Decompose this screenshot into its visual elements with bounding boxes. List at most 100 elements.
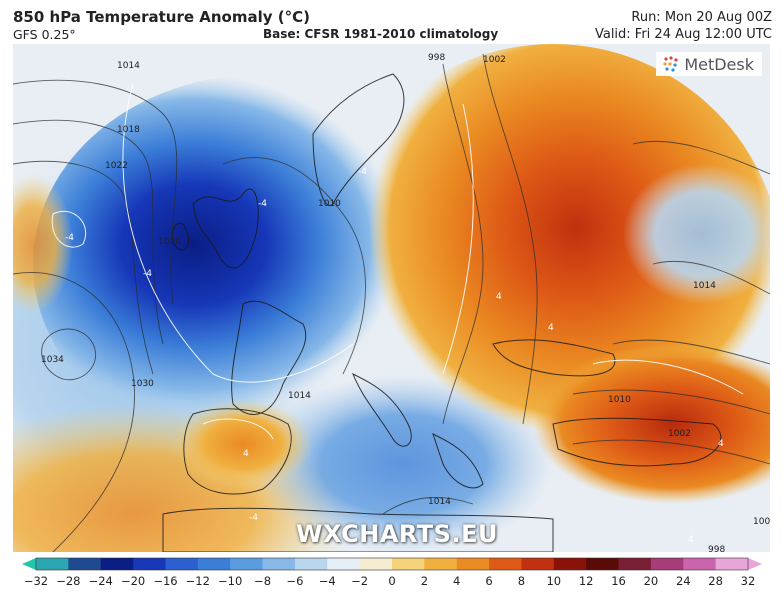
anomaly-label: -4	[143, 269, 152, 279]
colorbar-segment	[230, 558, 264, 570]
isobar-line	[482, 53, 538, 425]
colorbar-tick-label: 12	[578, 574, 594, 588]
colorbar-tick-label: −24	[88, 574, 113, 588]
west-edge-warm	[13, 174, 73, 314]
russia-cool-pocket	[623, 164, 770, 304]
anomaly-contours	[51, 83, 744, 440]
colorbar-segment	[262, 558, 296, 570]
isobar-label: 1018	[117, 125, 140, 135]
colorbar-arrow-low	[22, 558, 36, 570]
anomaly-label: 4	[243, 449, 249, 459]
isobar-label: 1030	[131, 379, 154, 389]
anomaly-labels: -4 -4 -4 -4 4 4 4 4 4 -4	[65, 167, 724, 545]
isobar-label: 1022	[105, 161, 128, 171]
metdesk-logo-text: MetDesk	[684, 54, 754, 74]
colorbar-tick-label: −20	[120, 574, 146, 588]
isobar-line	[382, 496, 474, 515]
anatolia-coast	[552, 417, 722, 467]
isobar-label: 1002	[668, 429, 691, 439]
colorbar-tick-label: 16	[611, 574, 626, 588]
colorbar-arrow-high	[748, 558, 762, 570]
map-canvas: 1014 1018 1022 1026 1030 1034 1010 1014 …	[13, 44, 770, 552]
colorbar-segment	[100, 558, 134, 570]
metdesk-logo-icon	[663, 56, 678, 72]
anomaly-map: 1014 1018 1022 1026 1030 1034 1010 1014 …	[13, 44, 770, 552]
colorbar-segment	[294, 558, 328, 570]
isobar-line	[13, 272, 135, 552]
italy-coast	[352, 372, 412, 447]
anomaly-contour	[202, 418, 274, 440]
colorbar-tick-label: −4	[318, 574, 336, 588]
colorbar-segment	[133, 558, 166, 570]
isobar-label: 1010	[318, 199, 341, 209]
isobar-label: 1014	[428, 497, 451, 507]
colorbar-strip	[22, 557, 762, 571]
isobar-label: 1002	[483, 55, 506, 65]
colorbar-tick-label: 6	[485, 574, 493, 588]
north-africa-coast	[162, 507, 554, 552]
isobar-line	[13, 160, 154, 375]
isobar-label: 1014	[117, 61, 140, 71]
isobar-line	[612, 339, 770, 365]
colorbar-outline	[35, 557, 749, 571]
colorbar-segment	[586, 558, 620, 570]
isobar-high-center	[41, 328, 97, 381]
anomaly-label: 4	[688, 535, 694, 545]
colorbar-segment	[36, 558, 69, 570]
turkey-warm-anomaly	[533, 344, 770, 504]
anomaly-contour	[51, 210, 87, 248]
colorbar-tick-label: 4	[453, 574, 461, 588]
colorbar-segment	[392, 558, 425, 570]
anomaly-contour	[122, 83, 354, 383]
isobar-label: 998	[708, 545, 725, 552]
colorbar-tick-label: 0	[388, 574, 396, 588]
anomaly-label: 4	[718, 439, 724, 449]
colorbar-segment	[424, 558, 458, 570]
colorbar-tick-label: −28	[56, 574, 81, 588]
colorbar-segment	[650, 558, 684, 570]
anomaly-label: -4	[65, 233, 74, 243]
colorbar-segment	[197, 558, 231, 570]
chart-title: 850 hPa Temperature Anomaly (°C)	[13, 8, 310, 26]
colorbar-tick-label: 2	[420, 574, 429, 588]
isobar-label: 1026	[158, 237, 181, 247]
isobar-line	[652, 260, 770, 295]
colorbar-segment	[715, 558, 749, 570]
climatology-base-label: Base: CFSR 1981-2010 climatology	[263, 27, 499, 41]
greece-coast	[432, 433, 484, 489]
colorbar-tick-label: 32	[740, 574, 756, 588]
black-sea-coast	[492, 339, 616, 377]
anomaly-contour	[592, 359, 744, 395]
valid-time-label: Valid: Fri 24 Aug 12:00 UTC	[594, 27, 772, 42]
model-label: GFS 0.25°	[13, 27, 76, 42]
colorbar-tick-label: 24	[675, 574, 691, 588]
metdesk-logo: MetDesk	[656, 52, 762, 76]
isobar-line	[13, 119, 164, 345]
colorbar-tick-label: −2	[351, 574, 369, 588]
isobar-label: 1006	[753, 517, 770, 527]
run-time-label: Run: Mon 20 Aug 00Z	[631, 10, 772, 25]
anomaly-label: 4	[496, 292, 502, 302]
coastlines	[162, 73, 722, 552]
isobar-line	[222, 157, 366, 375]
colorbar-tick-label: 8	[517, 574, 526, 588]
ireland-coast	[172, 222, 189, 251]
colorbar-tick-label: 20	[643, 574, 659, 588]
colorbar-segment	[553, 558, 587, 570]
colorbar-tick-label: 28	[708, 574, 723, 588]
colorbar-segment	[68, 558, 102, 570]
colorbar-segment	[618, 558, 652, 570]
anomaly-label: -4	[258, 199, 267, 209]
colorbar-tick-label: −32	[23, 574, 49, 588]
anomaly-label: 4	[548, 323, 554, 333]
isobar-labels: 1014 1018 1022 1026 1030 1034 1010 1014 …	[41, 53, 770, 552]
france-coast	[231, 300, 307, 415]
iberia-warm-anomaly	[173, 399, 313, 489]
colorbar-segment	[327, 558, 361, 570]
colorbar-segment	[165, 558, 199, 570]
colorbar-segment	[489, 558, 522, 570]
header: 850 hPa Temperature Anomaly (°C) GFS 0.2…	[0, 0, 784, 44]
isobar-label: 1010	[608, 395, 631, 405]
colorbar-tick-label: −16	[153, 574, 178, 588]
isobar-label: 998	[428, 53, 445, 63]
